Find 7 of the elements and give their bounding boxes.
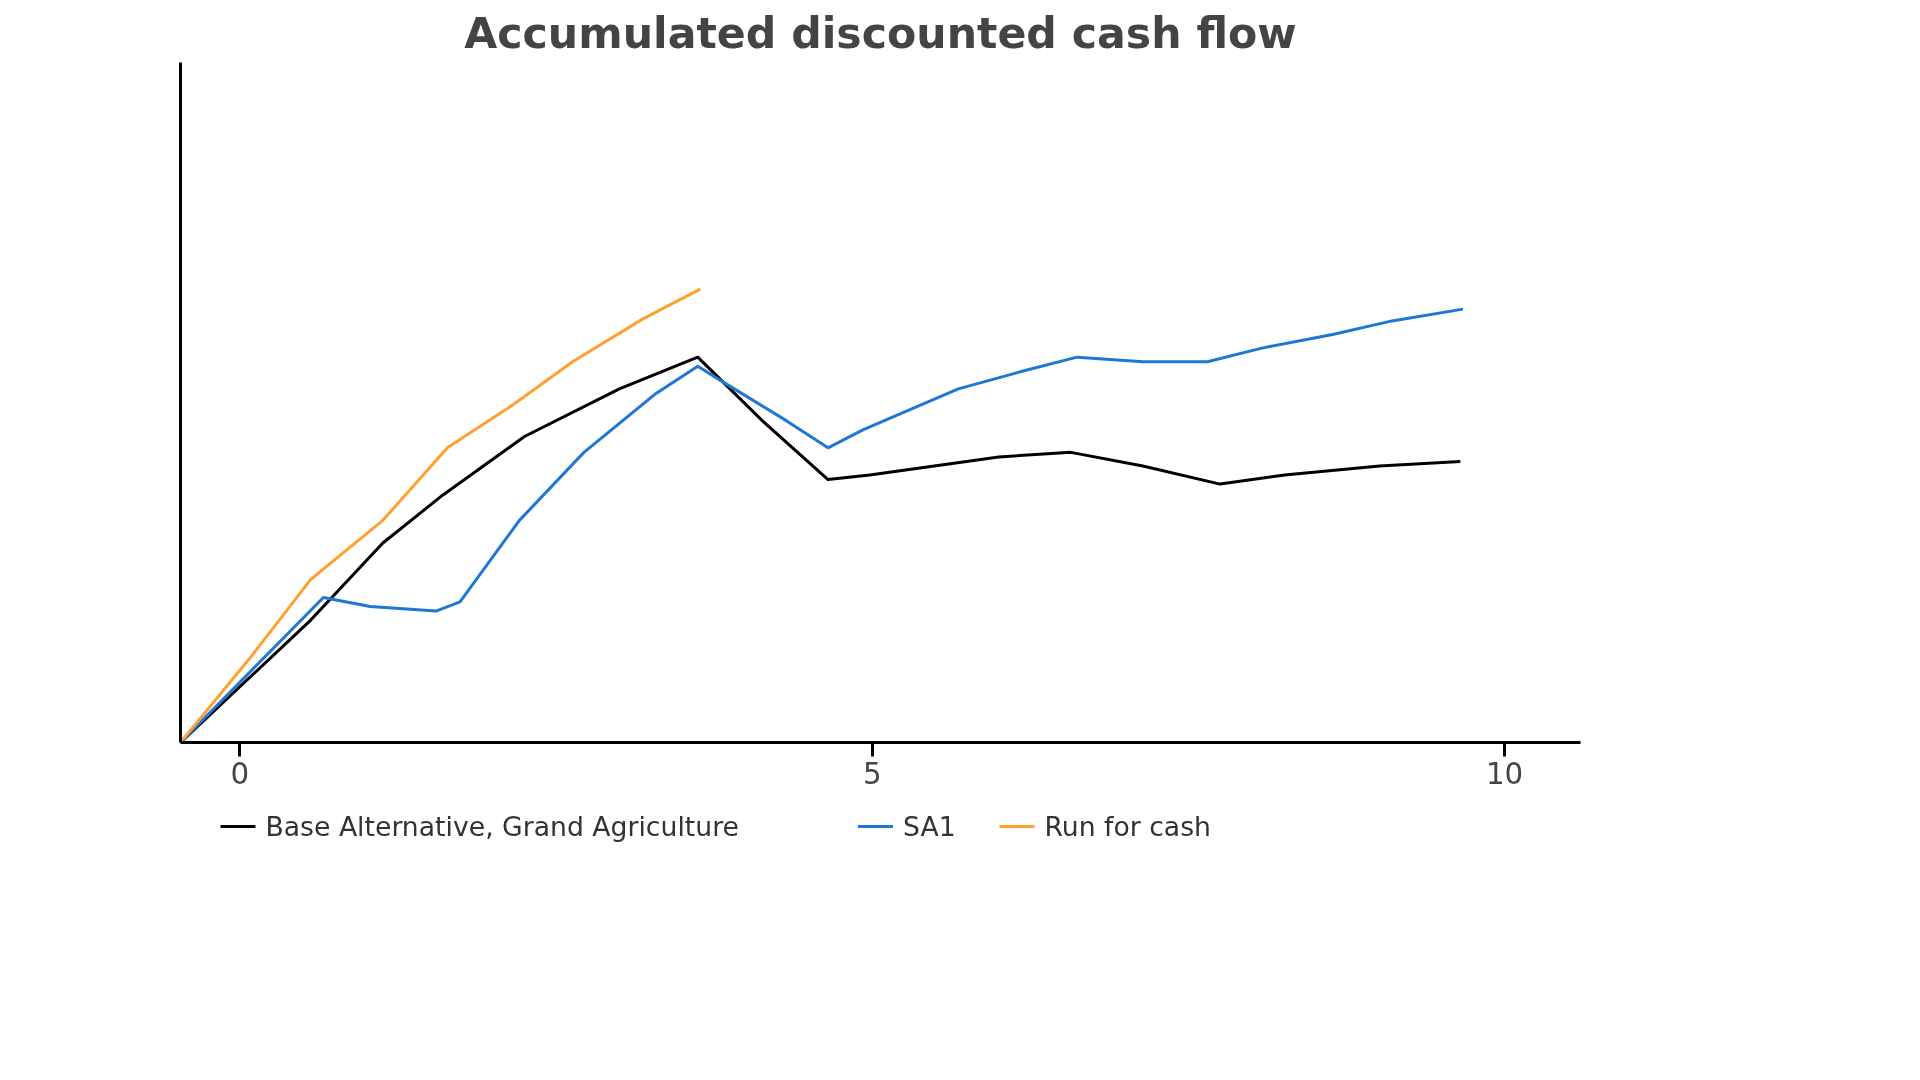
x-tick-label: 5 xyxy=(862,756,882,791)
legend-label: Run for cash xyxy=(1044,811,1211,842)
chart-title: Accumulated discounted cash flow xyxy=(464,7,1297,58)
x-tick-label: 10 xyxy=(1485,756,1524,791)
legend-label: SA1 xyxy=(903,811,956,842)
legend-label: Base Alternative, Grand Agriculture xyxy=(265,811,739,842)
x-tick-label: 0 xyxy=(230,756,250,791)
